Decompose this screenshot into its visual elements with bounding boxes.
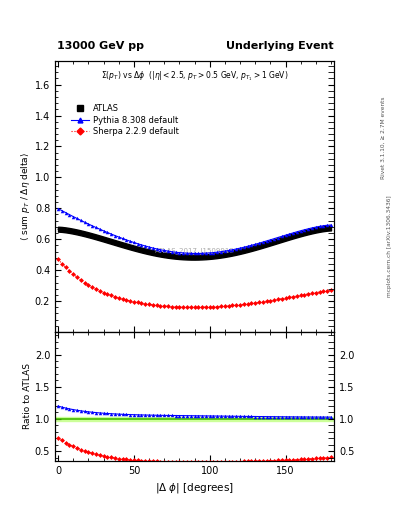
Text: ATLAS_2017_I1509919: ATLAS_2017_I1509919 xyxy=(154,247,235,254)
Text: mcplots.cern.ch [arXiv:1306.3436]: mcplots.cern.ch [arXiv:1306.3436] xyxy=(387,195,391,296)
Text: Underlying Event: Underlying Event xyxy=(226,40,334,51)
Y-axis label: Ratio to ATLAS: Ratio to ATLAS xyxy=(23,364,32,430)
Text: 13000 GeV pp: 13000 GeV pp xyxy=(57,40,144,51)
Legend: ATLAS, Pythia 8.308 default, Sherpa 2.2.9 default: ATLAS, Pythia 8.308 default, Sherpa 2.2.… xyxy=(68,101,183,139)
Text: Rivet 3.1.10, ≥ 2.7M events: Rivet 3.1.10, ≥ 2.7M events xyxy=(381,97,386,180)
Y-axis label: $\langle$ sum $p_T$ / $\Delta\eta$ delta$\rangle$: $\langle$ sum $p_T$ / $\Delta\eta$ delta… xyxy=(19,152,32,241)
Text: $\Sigma(p_T)$ vs $\Delta\phi$  ($|\eta| < 2.5$, $p_T > 0.5$ GeV, $p_{T_1} > 1$ G: $\Sigma(p_T)$ vs $\Delta\phi$ ($|\eta| <… xyxy=(101,70,288,83)
X-axis label: $|\Delta\ \phi|$ [degrees]: $|\Delta\ \phi|$ [degrees] xyxy=(155,481,234,495)
